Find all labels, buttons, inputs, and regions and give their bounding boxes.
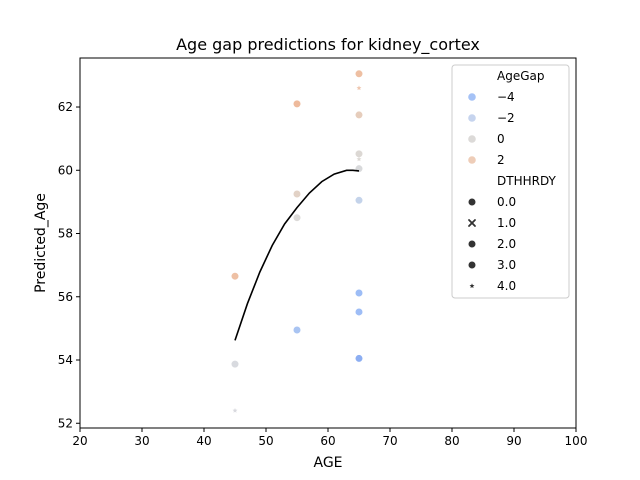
legend-label: 2: [497, 153, 505, 167]
legend-item: 2: [468, 153, 505, 167]
legend-item: 4.0: [469, 279, 516, 293]
legend-label: 0.0: [497, 195, 516, 209]
data-point: [354, 354, 364, 363]
data-point: [232, 408, 238, 413]
legend-item: 0: [468, 132, 505, 146]
data-point: [356, 156, 362, 162]
x-tick-label: 100: [565, 434, 588, 448]
y-tick-label: 52: [58, 416, 73, 430]
x-tick-label: 80: [444, 434, 459, 448]
y-tick-label: 62: [58, 100, 73, 114]
y-tick-label: 60: [58, 163, 73, 177]
legend-box: [451, 64, 570, 299]
legend-item: −2: [468, 111, 515, 125]
y-axis: 52 54 56 58 60 62: [58, 100, 80, 430]
x-axis: 20 30 40 50 60 70 80 90 100: [72, 428, 587, 448]
data-point: [230, 272, 240, 281]
legend-item: 1.0: [468, 216, 516, 230]
data-point: [354, 110, 364, 120]
chart-title: Age gap predictions for kidney_cortex: [176, 35, 480, 55]
data-point: [354, 196, 364, 205]
legend-label: 4.0: [497, 279, 516, 293]
data-point: [354, 307, 364, 317]
y-tick-label: 54: [58, 353, 73, 367]
x-tick-label: 30: [134, 434, 149, 448]
fit-curve: [234, 169, 360, 341]
legend-label: −2: [497, 111, 515, 125]
legend-label: 0: [497, 132, 505, 146]
legend-item: 2.0: [467, 237, 516, 251]
legend: AgeGap −4 −2 0 2 DTHHRDY 0.0 1.0 2.0 3.0 4.0: [451, 64, 570, 299]
legend-marker: [468, 219, 476, 227]
legend-label: 1.0: [497, 216, 516, 230]
x-tick-label: 90: [506, 434, 521, 448]
data-point: [354, 69, 364, 78]
data-point: [292, 325, 302, 335]
data-point: [354, 288, 364, 298]
legend-marker: [469, 283, 475, 289]
legend-style-title: DTHHRDY: [497, 174, 557, 188]
legend-item: 0.0: [467, 195, 516, 209]
legend-marker: [467, 239, 477, 249]
legend-marker: [467, 197, 477, 207]
y-tick-label: 58: [58, 227, 73, 241]
y-axis-label: Predicted_Age: [33, 193, 49, 293]
legend-marker: [468, 135, 476, 143]
legend-marker: [468, 93, 476, 101]
x-tick-label: 20: [72, 434, 87, 448]
data-point: [292, 189, 302, 199]
y-tick-label: 56: [58, 290, 73, 304]
data-point: [292, 99, 302, 108]
data-point: [354, 149, 364, 158]
x-tick-label: 40: [196, 434, 211, 448]
x-tick-label: 60: [320, 434, 335, 448]
legend-label: 2.0: [497, 237, 516, 251]
data-point: [356, 85, 362, 91]
legend-item: 3.0: [467, 258, 516, 272]
legend-marker: [468, 114, 476, 122]
x-tick-label: 50: [258, 434, 273, 448]
data-point: [292, 213, 302, 222]
legend-item: −4: [468, 90, 515, 104]
marker-stroke: [468, 219, 476, 227]
x-tick-label: 70: [382, 434, 397, 448]
legend-label: −4: [497, 90, 515, 104]
legend-marker: [467, 260, 477, 270]
x-axis-label: AGE: [313, 455, 342, 471]
plot-area: [230, 69, 364, 413]
legend-label: 3.0: [497, 258, 516, 272]
data-point: [230, 360, 240, 369]
legend-hue-title: AgeGap: [497, 69, 544, 83]
legend-marker: [468, 156, 476, 164]
